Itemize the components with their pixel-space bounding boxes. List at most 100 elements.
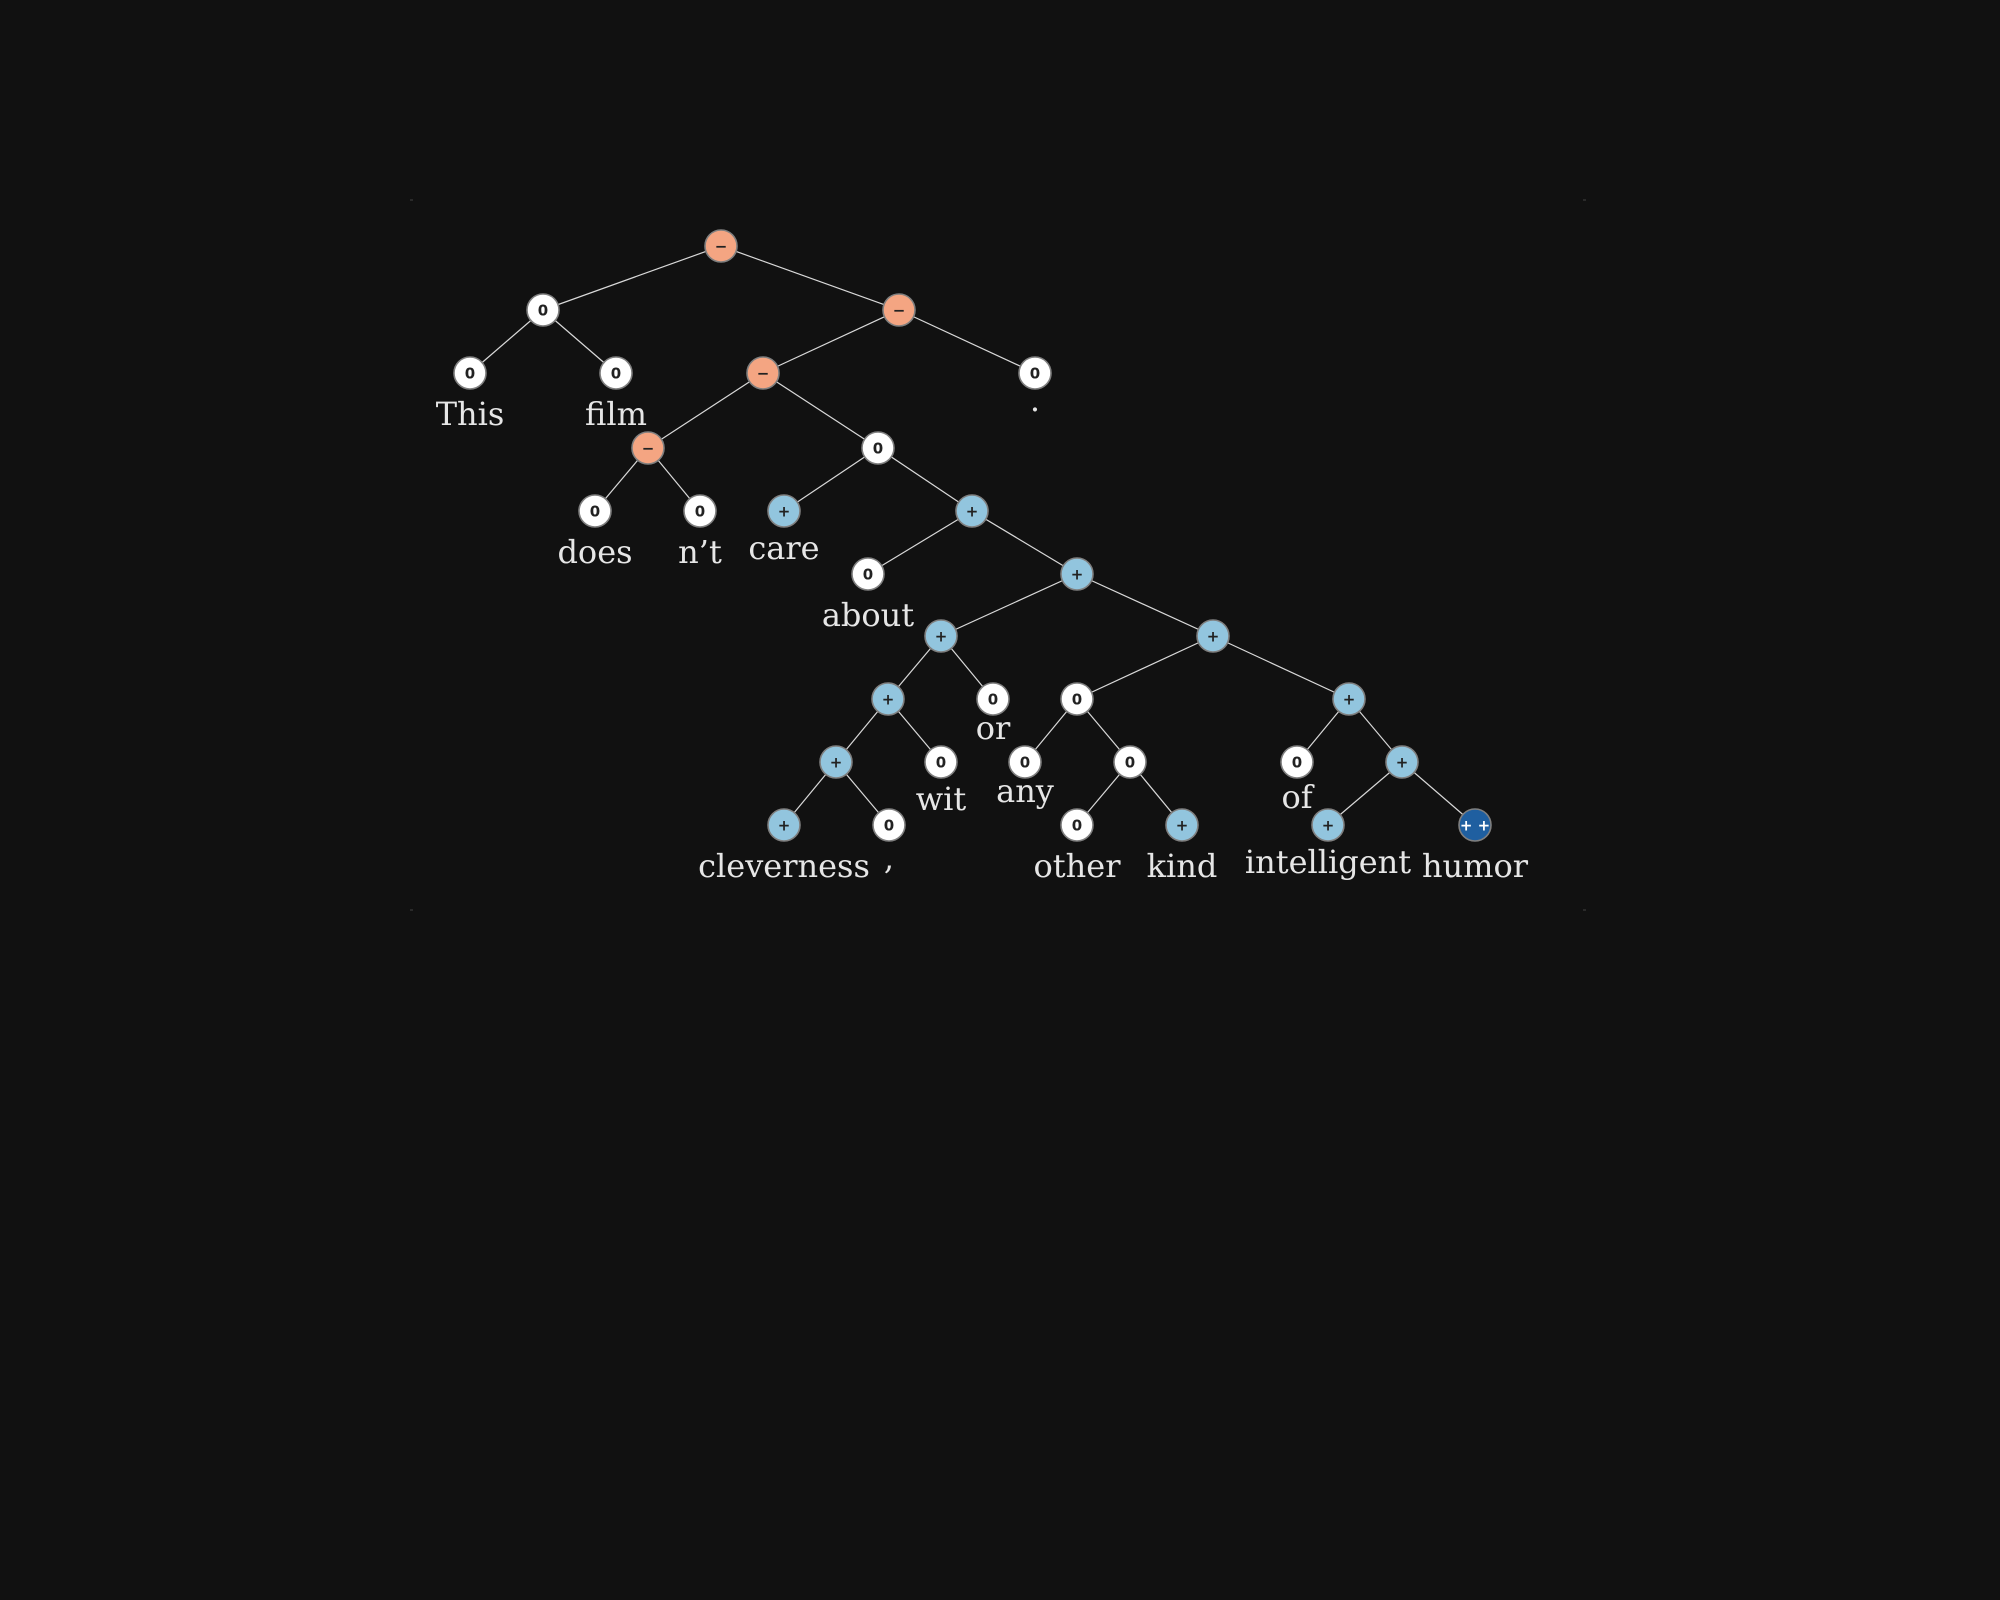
node-circle [578, 494, 612, 528]
tree-node-negative: − [882, 293, 916, 327]
node-circle [819, 745, 853, 779]
node-circle [924, 619, 958, 653]
tree-node-positive: + [871, 682, 905, 716]
tree-node-neutral: 0 [1018, 356, 1052, 390]
tree-node-positive: + [1332, 682, 1366, 716]
tree-edge-n5-n6 [762, 309, 900, 374]
node-circle [1385, 745, 1419, 779]
node-circle [1060, 557, 1094, 591]
leaf-word: or [976, 709, 1011, 747]
node-sentiment-symbol: 0 [538, 302, 548, 320]
node-circle [683, 494, 717, 528]
tree-node-neutral: 0 [526, 293, 560, 327]
tree-node-negative: − [704, 229, 738, 263]
node-circle [976, 682, 1010, 716]
node-circle [955, 494, 989, 528]
node-circle [924, 745, 958, 779]
node-circle [1165, 808, 1199, 842]
leaf-word: wit [916, 780, 967, 818]
node-circle [526, 293, 560, 327]
tree-node-positive: + [1196, 619, 1230, 653]
tree-edge-n15-n16 [940, 573, 1078, 637]
tree-node-neutral: 0 [1060, 682, 1094, 716]
tree-edge-n6-n8 [647, 372, 764, 449]
node-circle [872, 808, 906, 842]
tree-node-positive: + [767, 494, 801, 528]
tree-node-neutral: 0 [976, 682, 1010, 716]
tree-node-neutral: 0 [599, 356, 633, 390]
node-circle [1008, 745, 1042, 779]
node-sentiment-symbol: 0 [936, 754, 946, 772]
node-circle [1018, 356, 1052, 390]
tree-edge-n9-n12 [783, 447, 879, 512]
node-sentiment-symbol: + [1071, 566, 1084, 584]
tree-edge-n5-n7 [898, 309, 1036, 374]
node-sentiment-symbol: + [1343, 691, 1356, 709]
tree-edge-n13-n15 [971, 510, 1078, 575]
tree-node-neutral: 0 [872, 808, 906, 842]
leaf-word: kind [1147, 847, 1218, 885]
tree-node-very_positive: + + [1458, 808, 1492, 842]
node-circle [851, 557, 885, 591]
leaf-word: care [748, 529, 819, 567]
node-sentiment-symbol: − [893, 302, 906, 320]
tree-node-neutral: 0 [861, 431, 895, 465]
node-circle [1060, 682, 1094, 716]
node-circle [767, 808, 801, 842]
tree-edge-n1-n5 [720, 245, 900, 311]
node-sentiment-symbol: + [966, 503, 979, 521]
node-sentiment-symbol: 0 [465, 365, 475, 383]
tree-edge-n1-n2 [542, 245, 722, 311]
leaf-word: other [1034, 847, 1122, 885]
node-circle [861, 431, 895, 465]
node-sentiment-symbol: 0 [1030, 365, 1040, 383]
node-sentiment-symbol: + [1176, 817, 1189, 835]
node-sentiment-symbol: + [935, 628, 948, 646]
node-sentiment-symbol: 0 [611, 365, 621, 383]
tree-node-positive: + [924, 619, 958, 653]
leaf-word: humor [1422, 847, 1529, 885]
node-sentiment-symbol: 0 [1072, 691, 1082, 709]
node-circle [882, 293, 916, 327]
tree-edge-n17-n24 [1076, 635, 1214, 700]
tree-node-positive: + [1385, 745, 1419, 779]
node-sentiment-symbol: 0 [863, 566, 873, 584]
tree-node-positive: + [1165, 808, 1199, 842]
node-sentiment-symbol: + [1322, 817, 1335, 835]
tree-nodes: − 0 0 0 − − 0 − 0 0 0 + +0 + + + + 0 + 0 + 0 0 +0 0 0 +0 + + + + [453, 229, 1492, 842]
node-sentiment-symbol: + + [1460, 817, 1490, 835]
leaf-word: about [822, 596, 914, 634]
node-sentiment-symbol: 0 [988, 691, 998, 709]
tree-node-positive: + [1060, 557, 1094, 591]
node-sentiment-symbol: 0 [1292, 754, 1302, 772]
node-sentiment-symbol: + [882, 691, 895, 709]
node-sentiment-symbol: + [1207, 628, 1220, 646]
tree-node-neutral: 0 [924, 745, 958, 779]
tree-node-neutral: 0 [1280, 745, 1314, 779]
node-circle [599, 356, 633, 390]
node-sentiment-symbol: 0 [1020, 754, 1030, 772]
node-sentiment-symbol: − [715, 238, 728, 256]
tree-node-negative: − [631, 431, 665, 465]
leaf-word: This [436, 395, 505, 433]
tree-node-positive: + [819, 745, 853, 779]
tree-edge-n13-n14 [867, 510, 973, 575]
tree-edge-n15-n17 [1076, 573, 1214, 637]
node-circle [1060, 808, 1094, 842]
node-circle [453, 356, 487, 390]
leaf-word: , [884, 839, 894, 877]
leaf-word: . [1030, 381, 1040, 419]
tree-edge-n6-n9 [762, 372, 879, 449]
node-sentiment-symbol: 0 [590, 503, 600, 521]
node-sentiment-symbol: + [778, 817, 791, 835]
node-sentiment-symbol: 0 [1072, 817, 1082, 835]
tree-node-positive: + [955, 494, 989, 528]
leaf-word: any [996, 772, 1054, 810]
tree-node-neutral: 0 [683, 494, 717, 528]
node-sentiment-symbol: − [757, 365, 770, 383]
tree-node-positive: + [767, 808, 801, 842]
node-circle [1196, 619, 1230, 653]
node-circle [704, 229, 738, 263]
